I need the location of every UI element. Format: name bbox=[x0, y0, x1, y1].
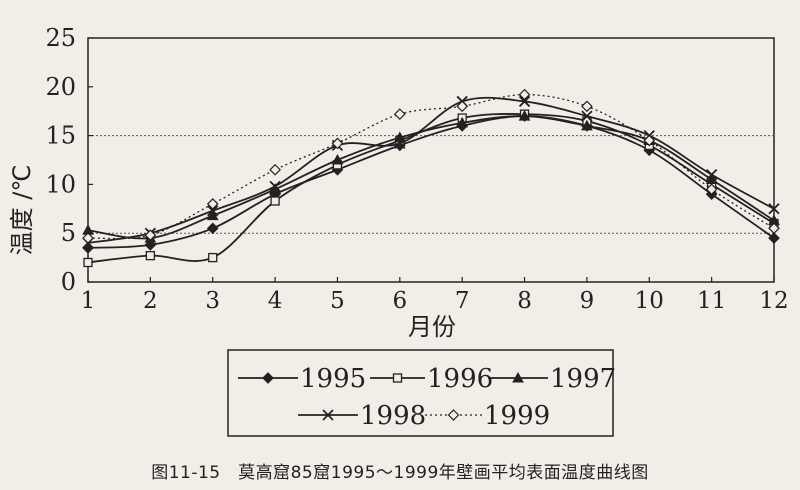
data-point-1998 bbox=[768, 203, 780, 215]
data-point-1998 bbox=[518, 95, 531, 108]
data-point-1996 bbox=[208, 252, 218, 263]
y-tick-label: 15 bbox=[45, 122, 76, 150]
x-tick-label: 11 bbox=[697, 288, 726, 314]
data-point-1998 bbox=[581, 110, 593, 122]
data-point-1997 bbox=[518, 110, 531, 121]
figure-caption: 图11-15 莫高窟85窟1995～1999年壁画平均表面温度曲线图 bbox=[151, 463, 649, 483]
legend-label-1999: 1999 bbox=[484, 401, 550, 431]
data-point-1999 bbox=[456, 100, 469, 113]
legend-marker-1999 bbox=[447, 409, 460, 421]
data-point-1995 bbox=[82, 241, 94, 254]
y-axis-label: 温度 /℃ bbox=[8, 165, 36, 256]
legend-label-1996: 1996 bbox=[427, 364, 493, 394]
series-line-1998 bbox=[87, 96, 775, 244]
y-tick-label: 25 bbox=[45, 24, 76, 52]
data-point-1998 bbox=[394, 137, 406, 150]
data-point-1999 bbox=[144, 229, 157, 242]
y-tick-label: 10 bbox=[45, 170, 76, 198]
data-point-1996 bbox=[145, 250, 156, 261]
x-axis-label: 月份 bbox=[408, 313, 456, 341]
x-tick-label: 2 bbox=[143, 288, 158, 314]
data-point-1999 bbox=[269, 163, 281, 176]
x-tick-label: 1 bbox=[81, 288, 96, 314]
legend-label-1998: 1998 bbox=[360, 401, 426, 431]
series-line-1995 bbox=[87, 115, 775, 249]
data-point-1996 bbox=[270, 196, 280, 206]
data-point-1999 bbox=[705, 183, 718, 196]
x-tick-label: 8 bbox=[517, 288, 532, 314]
y-tick-label: 5 bbox=[61, 219, 76, 247]
plot-frame bbox=[87, 37, 775, 283]
data-point-1998 bbox=[269, 180, 281, 192]
data-point-1999 bbox=[518, 88, 531, 101]
data-point-1999 bbox=[206, 198, 219, 210]
series-lines bbox=[82, 88, 780, 268]
y-tick-label: 20 bbox=[45, 73, 76, 101]
legend-label-1997: 1997 bbox=[550, 364, 616, 394]
x-tick-label: 12 bbox=[759, 288, 788, 314]
legend-label-1995: 1995 bbox=[300, 364, 366, 394]
legend: 1995 1996 1997 1998 1999 bbox=[238, 364, 616, 431]
legend-marker-1998 bbox=[322, 409, 334, 421]
x-tick-label: 4 bbox=[268, 288, 283, 314]
x-tick-label: 9 bbox=[580, 288, 595, 314]
data-point-1996 bbox=[83, 257, 93, 268]
data-point-1999 bbox=[581, 100, 593, 113]
x-tick-label: 7 bbox=[455, 288, 470, 314]
data-point-1997 bbox=[581, 119, 593, 131]
legend-marker-1996 bbox=[392, 373, 403, 383]
series-line-1996 bbox=[87, 113, 775, 264]
data-point-1999 bbox=[331, 137, 344, 150]
data-point-1997 bbox=[393, 131, 406, 143]
data-point-1999 bbox=[643, 134, 656, 147]
data-point-1995 bbox=[768, 232, 780, 244]
data-point-1997 bbox=[206, 209, 219, 221]
series-line-1999 bbox=[87, 93, 775, 240]
data-point-1999 bbox=[768, 222, 780, 235]
legend-marker-1995 bbox=[262, 372, 274, 384]
x-tick-label: 5 bbox=[330, 288, 345, 314]
x-tick-label: 10 bbox=[635, 288, 664, 314]
x-tick-label: 6 bbox=[392, 288, 407, 314]
data-point-1997 bbox=[456, 116, 469, 128]
data-point-1995 bbox=[206, 222, 219, 235]
data-point-1997 bbox=[331, 153, 344, 165]
legend-marker-1997 bbox=[512, 371, 524, 383]
data-point-1999 bbox=[82, 232, 94, 244]
y-tick-label: 0 bbox=[61, 268, 76, 296]
x-tick-label: 3 bbox=[205, 288, 220, 314]
data-point-1998 bbox=[705, 169, 718, 181]
data-point-1998 bbox=[207, 205, 219, 217]
data-point-1999 bbox=[393, 108, 406, 120]
legend-box bbox=[227, 349, 614, 437]
